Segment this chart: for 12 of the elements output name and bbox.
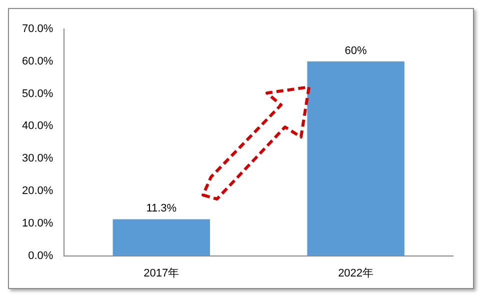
data-label: 11.3% — [146, 202, 177, 215]
y-tick-label: 50.0% — [22, 88, 54, 100]
y-tick-label: 40.0% — [22, 120, 54, 132]
y-tick-label: 10.0% — [22, 217, 54, 230]
y-tick-label: 20.0% — [22, 185, 54, 198]
y-tick-label: 0.0% — [28, 250, 54, 262]
y-tick-label: 70.0% — [22, 23, 54, 36]
x-tick-label: 2017年 — [144, 267, 180, 280]
data-label: 60% — [344, 44, 368, 57]
y-tick-label: 60.0% — [22, 55, 54, 68]
x-tick-label: 2022年 — [338, 267, 374, 280]
y-tick-label: 30.0% — [22, 152, 54, 165]
